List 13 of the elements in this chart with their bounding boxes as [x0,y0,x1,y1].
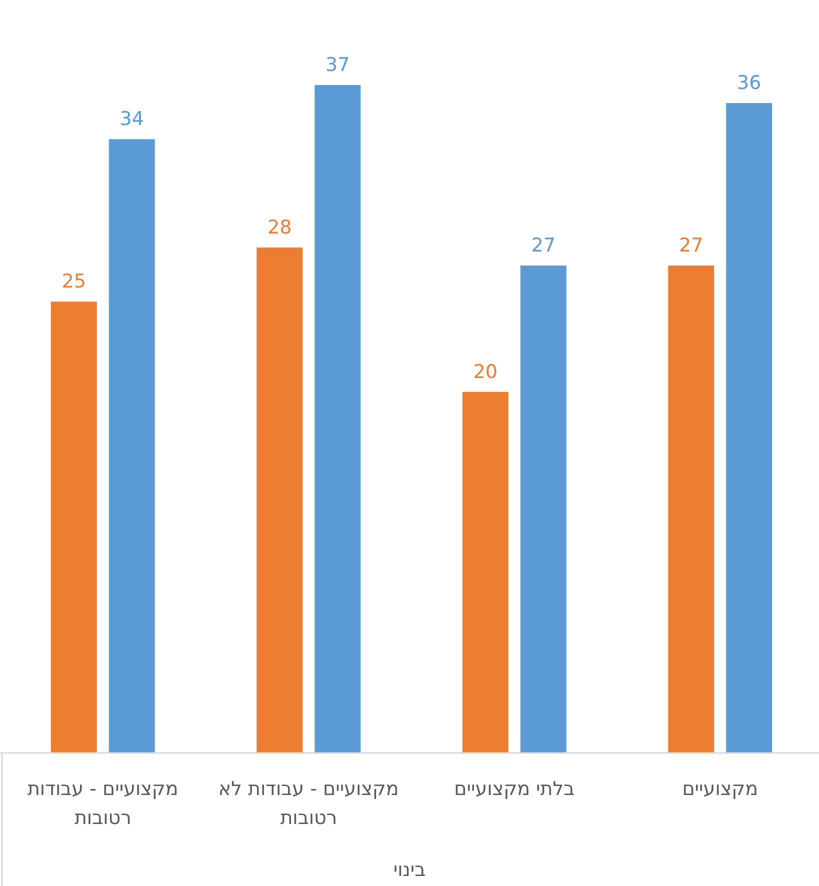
data-label: 25 [62,270,86,293]
x-tick-label: מקצועיים [682,778,758,800]
data-label: 27 [531,234,556,257]
data-label: 36 [737,72,762,94]
x-tick-label: מקצועיים - עבודות לא רטובות [218,778,399,829]
data-label: 28 [268,216,292,238]
x-tick-label: מקצועיים - עבודות רטובות [27,778,178,829]
data-label: 20 [473,360,498,383]
x-tick-label: בלתי מקצועיים [454,778,575,800]
data-label: 34 [120,108,144,130]
data-label: 27 [679,234,704,257]
x-axis-title: בינוי [393,859,426,881]
data-label: 37 [326,54,350,76]
